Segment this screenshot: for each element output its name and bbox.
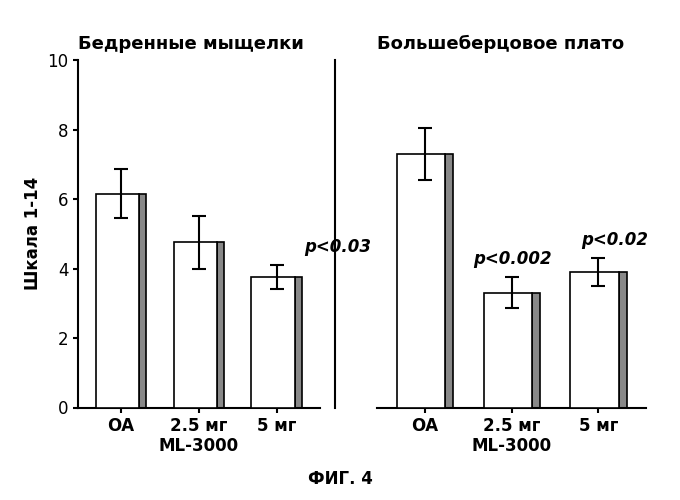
Bar	[252, 277, 295, 407]
Text: Большеберцовое плато: Большеберцовое плато	[377, 34, 624, 53]
Text: ФИГ. 4: ФИГ. 4	[307, 470, 373, 488]
Text: p<0.002: p<0.002	[473, 250, 551, 268]
Bar	[532, 293, 540, 408]
Bar	[571, 272, 619, 407]
Y-axis label: Шкала 1-14: Шкала 1-14	[24, 177, 41, 290]
Bar	[619, 272, 626, 407]
Text: Бедренные мыщелки: Бедренные мыщелки	[78, 35, 304, 53]
Bar	[445, 154, 453, 407]
Text: p<0.02: p<0.02	[581, 232, 648, 250]
Text: p<0.03: p<0.03	[304, 238, 371, 256]
Bar	[139, 194, 146, 408]
Bar	[217, 242, 224, 408]
Bar	[397, 154, 445, 407]
Bar	[173, 242, 217, 408]
Bar	[96, 194, 139, 408]
X-axis label: ML-3000: ML-3000	[159, 436, 239, 454]
Bar	[483, 293, 532, 408]
X-axis label: ML-3000: ML-3000	[472, 436, 551, 454]
Bar	[295, 277, 302, 407]
